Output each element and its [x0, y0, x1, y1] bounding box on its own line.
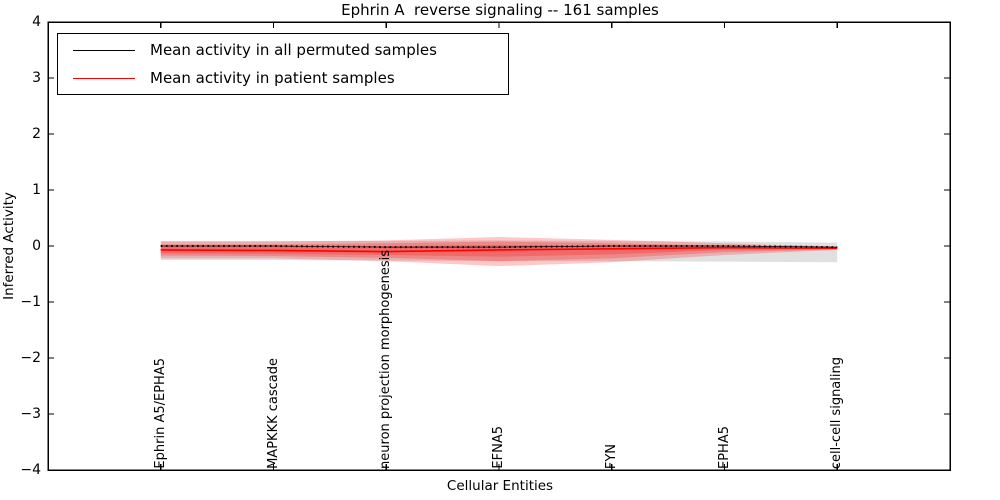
legend-label: Mean activity in all permuted samples [150, 41, 437, 59]
x-tick-label: neuron projection morphogenesis [378, 250, 394, 469]
patient-std-band-outer [160, 237, 838, 267]
x-tick-label: EFNA5 [491, 426, 506, 469]
legend-line-black [73, 49, 135, 51]
x-axis-title: Cellular Entities [446, 478, 554, 494]
y-tick-label: −3 [20, 406, 41, 422]
series-line-solid [160, 246, 838, 253]
y-tick-label: 1 [32, 182, 41, 198]
y-tick-label: −2 [20, 350, 41, 366]
legend: Mean activity in all permuted samples Me… [57, 33, 509, 95]
legend-line-red [73, 77, 135, 79]
x-tick-label: EPHA5 [716, 426, 732, 469]
x-tick-label: MAPKKK cascade [265, 358, 281, 469]
y-axis-title: Inferred Activity [1, 192, 17, 300]
x-tick-label: cell-cell signaling [829, 356, 845, 469]
y-tick-label: 4 [32, 14, 41, 30]
y-tick-label: 0 [32, 238, 41, 254]
chart-title: Ephrin A reverse signaling -- 161 sample… [341, 1, 659, 19]
x-tick-label: FYN [603, 443, 619, 469]
legend-entry-patient: Mean activity in patient samples [58, 64, 508, 92]
y-tick-label: −1 [20, 294, 41, 310]
y-tick-label: −4 [20, 462, 41, 478]
legend-entry-permuted: Mean activity in all permuted samples [58, 36, 508, 64]
x-tick-label: Ephrin A5/EPHA5 [152, 358, 168, 469]
y-tick-label: 3 [32, 70, 41, 86]
series-line-dotted [160, 245, 838, 249]
y-tick-label: 2 [32, 126, 41, 142]
legend-label: Mean activity in patient samples [150, 69, 395, 87]
